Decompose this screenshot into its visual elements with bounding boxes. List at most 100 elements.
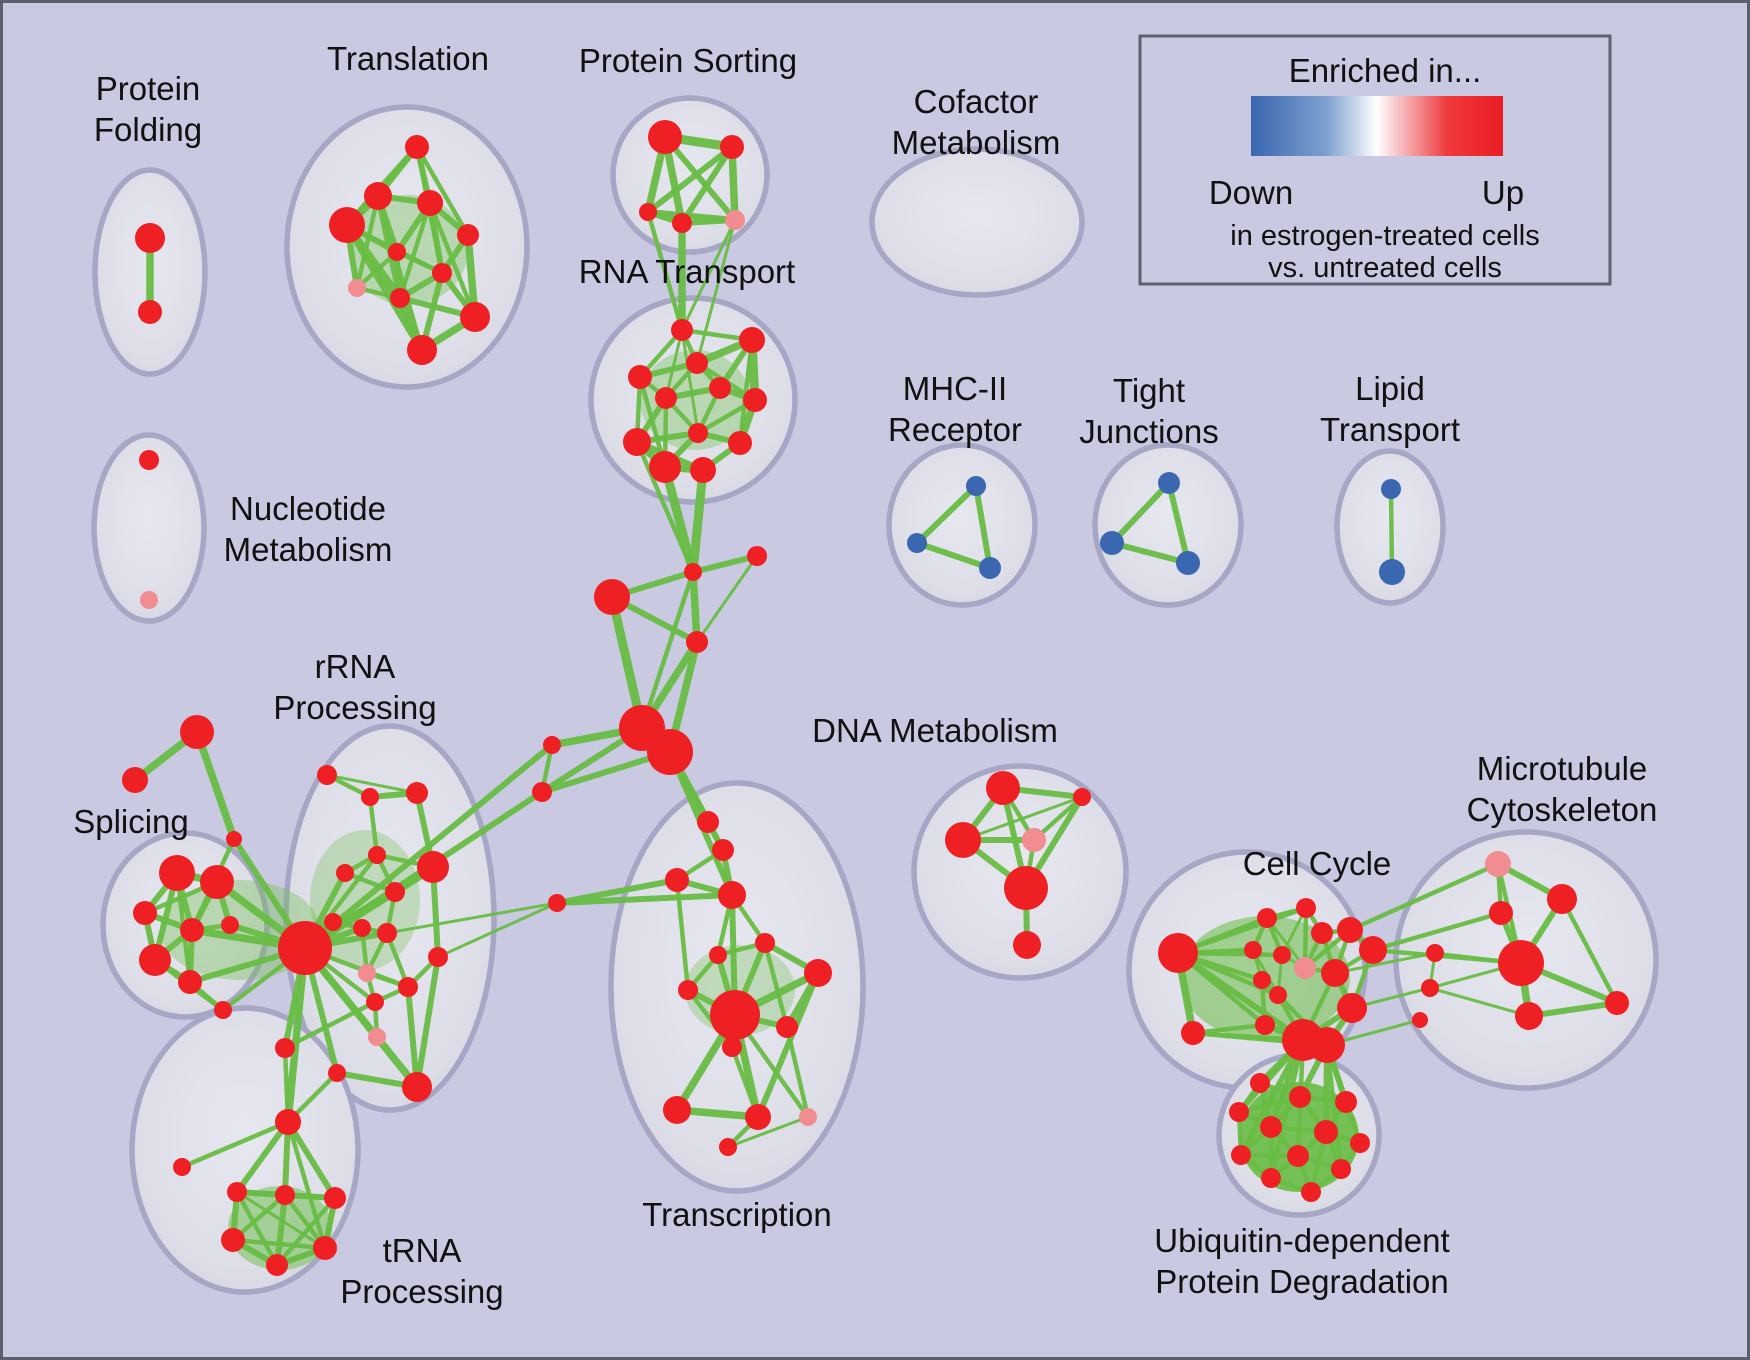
network-edge — [639, 569, 696, 731]
cluster-label-trna-processing: tRNA — [383, 1232, 462, 1269]
network-edge — [674, 877, 691, 993]
network-node-geneset — [728, 431, 752, 455]
network-edge — [282, 999, 378, 1051]
network-edge — [301, 944, 421, 1091]
network-node-geneset — [317, 765, 337, 785]
network-node-geneset — [1489, 901, 1513, 925]
network-edge — [367, 794, 380, 858]
network-node-geneset — [1337, 917, 1363, 943]
network-node-geneset — [639, 203, 657, 221]
network-node-geneset — [1412, 1012, 1428, 1028]
network-node-geneset — [1321, 959, 1349, 987]
cluster-ellipse-cofactor-metabolism — [869, 146, 1085, 298]
cluster-label-cofactor-metabolism: Cofactor — [914, 83, 1039, 120]
network-edge — [689, 568, 701, 646]
network-node-geneset — [377, 923, 397, 943]
network-edge — [1166, 480, 1191, 566]
cluster-label-splicing: Splicing — [73, 803, 189, 840]
network-node-geneset — [140, 591, 158, 609]
network-edge — [274, 1192, 288, 1268]
network-node-geneset — [709, 377, 731, 399]
network-node-geneset — [178, 970, 202, 994]
network-node-geneset — [623, 428, 651, 456]
network-node-geneset — [1158, 933, 1198, 973]
network-node-geneset — [407, 335, 437, 365]
cluster-label-microtubule-cytoskeleton: Microtubule — [1477, 750, 1648, 787]
cluster-label-ubiquitin-degradation: Protein Degradation — [1155, 1263, 1449, 1300]
network-edge — [234, 1119, 291, 1195]
network-nodes-layer — [122, 120, 1629, 1276]
network-node-geneset — [226, 831, 242, 847]
network-node-geneset — [159, 855, 195, 891]
network-node-geneset — [709, 946, 727, 964]
network-node-geneset — [1335, 1091, 1357, 1113]
cluster-label-mhc-ii-receptor: MHC-II — [903, 370, 1007, 407]
network-node-geneset — [1311, 922, 1333, 944]
network-node-geneset — [366, 993, 384, 1011]
network-edge — [914, 540, 993, 571]
network-node-geneset — [1073, 788, 1091, 806]
network-node-geneset — [986, 771, 1020, 805]
network-edge — [695, 554, 759, 644]
network-node-geneset — [1301, 1182, 1321, 1202]
network-edge — [680, 218, 737, 332]
cluster-label-protein-folding: Folding — [94, 111, 202, 148]
legend-subtitle-line2: vs. untreated cells — [1268, 252, 1502, 284]
network-edge — [1526, 1000, 1620, 1019]
network-edge — [285, 1119, 328, 1251]
network-node-geneset — [1250, 1073, 1270, 1093]
network-edge — [405, 984, 420, 1090]
network-node-geneset — [1229, 1102, 1249, 1122]
network-node-geneset — [1289, 1086, 1311, 1108]
network-edge — [961, 795, 1084, 842]
network-node-geneset — [457, 224, 479, 246]
network-edge — [737, 337, 755, 446]
cluster-label-tight-junctions: Tight — [1113, 372, 1185, 409]
cluster-label-tight-junctions: Junctions — [1079, 413, 1218, 450]
network-node-geneset — [1261, 1168, 1281, 1188]
network-node-geneset — [1379, 559, 1405, 585]
cluster-label-dna-metabolism: DNA Metabolism — [812, 712, 1058, 749]
network-edge — [414, 144, 471, 238]
network-node-geneset — [684, 563, 702, 581]
cluster-label-rrna-processing: rRNA — [315, 648, 396, 685]
network-node-geneset — [139, 450, 159, 470]
network-node-geneset — [428, 947, 448, 967]
network-edge — [1109, 540, 1191, 566]
network-node-geneset — [348, 279, 366, 297]
network-edge — [284, 944, 309, 1126]
network-node-geneset — [1485, 851, 1511, 877]
network-node-geneset — [719, 1138, 737, 1156]
network-node-geneset — [907, 533, 927, 553]
network-edge — [1109, 480, 1172, 546]
network-edge — [680, 328, 700, 435]
network-node-geneset — [548, 894, 566, 912]
cluster-label-lipid-transport: Transport — [1320, 411, 1460, 448]
network-node-geneset — [1426, 944, 1444, 962]
network-edge — [914, 483, 979, 546]
cluster-ellipse-tight-junctions — [1092, 442, 1244, 608]
network-edge — [1370, 910, 1504, 953]
network-edge — [397, 200, 433, 301]
network-edge — [762, 940, 790, 1030]
network-node-geneset — [324, 913, 342, 931]
network-edge — [414, 954, 441, 1090]
legend-box — [1138, 34, 1612, 286]
legend-down-label: Down — [1209, 174, 1293, 211]
network-node-geneset — [1231, 1145, 1251, 1165]
network-node-geneset — [1287, 1145, 1309, 1167]
network-node-geneset — [532, 782, 552, 802]
cluster-label-rna-transport: RNA Transport — [579, 253, 795, 290]
network-edge — [1238, 1037, 1306, 1158]
network-node-geneset — [755, 933, 775, 953]
network-node-geneset — [672, 213, 692, 233]
network-node-geneset — [275, 1038, 295, 1058]
network-node-geneset — [324, 1187, 346, 1209]
cluster-ellipse-nucleotide-metabolism — [91, 432, 207, 624]
network-node-geneset — [1331, 1159, 1351, 1179]
network-node-geneset — [336, 864, 354, 882]
network-node-geneset — [358, 964, 376, 982]
cluster-label-ubiquitin-degradation: Ubiquitin-dependent — [1154, 1222, 1449, 1259]
